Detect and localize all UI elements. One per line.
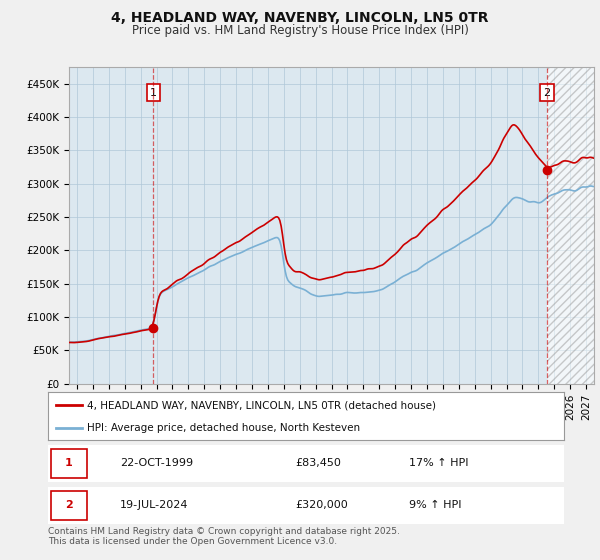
Bar <box>547 67 594 384</box>
Text: Contains HM Land Registry data © Crown copyright and database right 2025.
This d: Contains HM Land Registry data © Crown c… <box>48 526 400 546</box>
Text: HPI: Average price, detached house, North Kesteven: HPI: Average price, detached house, Nort… <box>86 423 360 433</box>
Text: 2: 2 <box>544 87 550 97</box>
Text: Price paid vs. HM Land Registry's House Price Index (HPI): Price paid vs. HM Land Registry's House … <box>131 24 469 36</box>
Text: 4, HEADLAND WAY, NAVENBY, LINCOLN, LN5 0TR (detached house): 4, HEADLAND WAY, NAVENBY, LINCOLN, LN5 0… <box>86 400 436 410</box>
Text: 1: 1 <box>65 459 73 468</box>
FancyBboxPatch shape <box>50 491 87 520</box>
Text: 4, HEADLAND WAY, NAVENBY, LINCOLN, LN5 0TR: 4, HEADLAND WAY, NAVENBY, LINCOLN, LN5 0… <box>111 11 489 25</box>
FancyBboxPatch shape <box>50 449 87 478</box>
Text: 17% ↑ HPI: 17% ↑ HPI <box>409 459 469 468</box>
Text: 22-OCT-1999: 22-OCT-1999 <box>120 459 193 468</box>
Text: 1: 1 <box>150 87 157 97</box>
Text: 19-JUL-2024: 19-JUL-2024 <box>120 501 189 510</box>
Bar <box>547 67 594 384</box>
Text: 9% ↑ HPI: 9% ↑ HPI <box>409 501 462 510</box>
Text: 2: 2 <box>65 501 73 510</box>
Text: £83,450: £83,450 <box>296 459 341 468</box>
Text: £320,000: £320,000 <box>296 501 349 510</box>
